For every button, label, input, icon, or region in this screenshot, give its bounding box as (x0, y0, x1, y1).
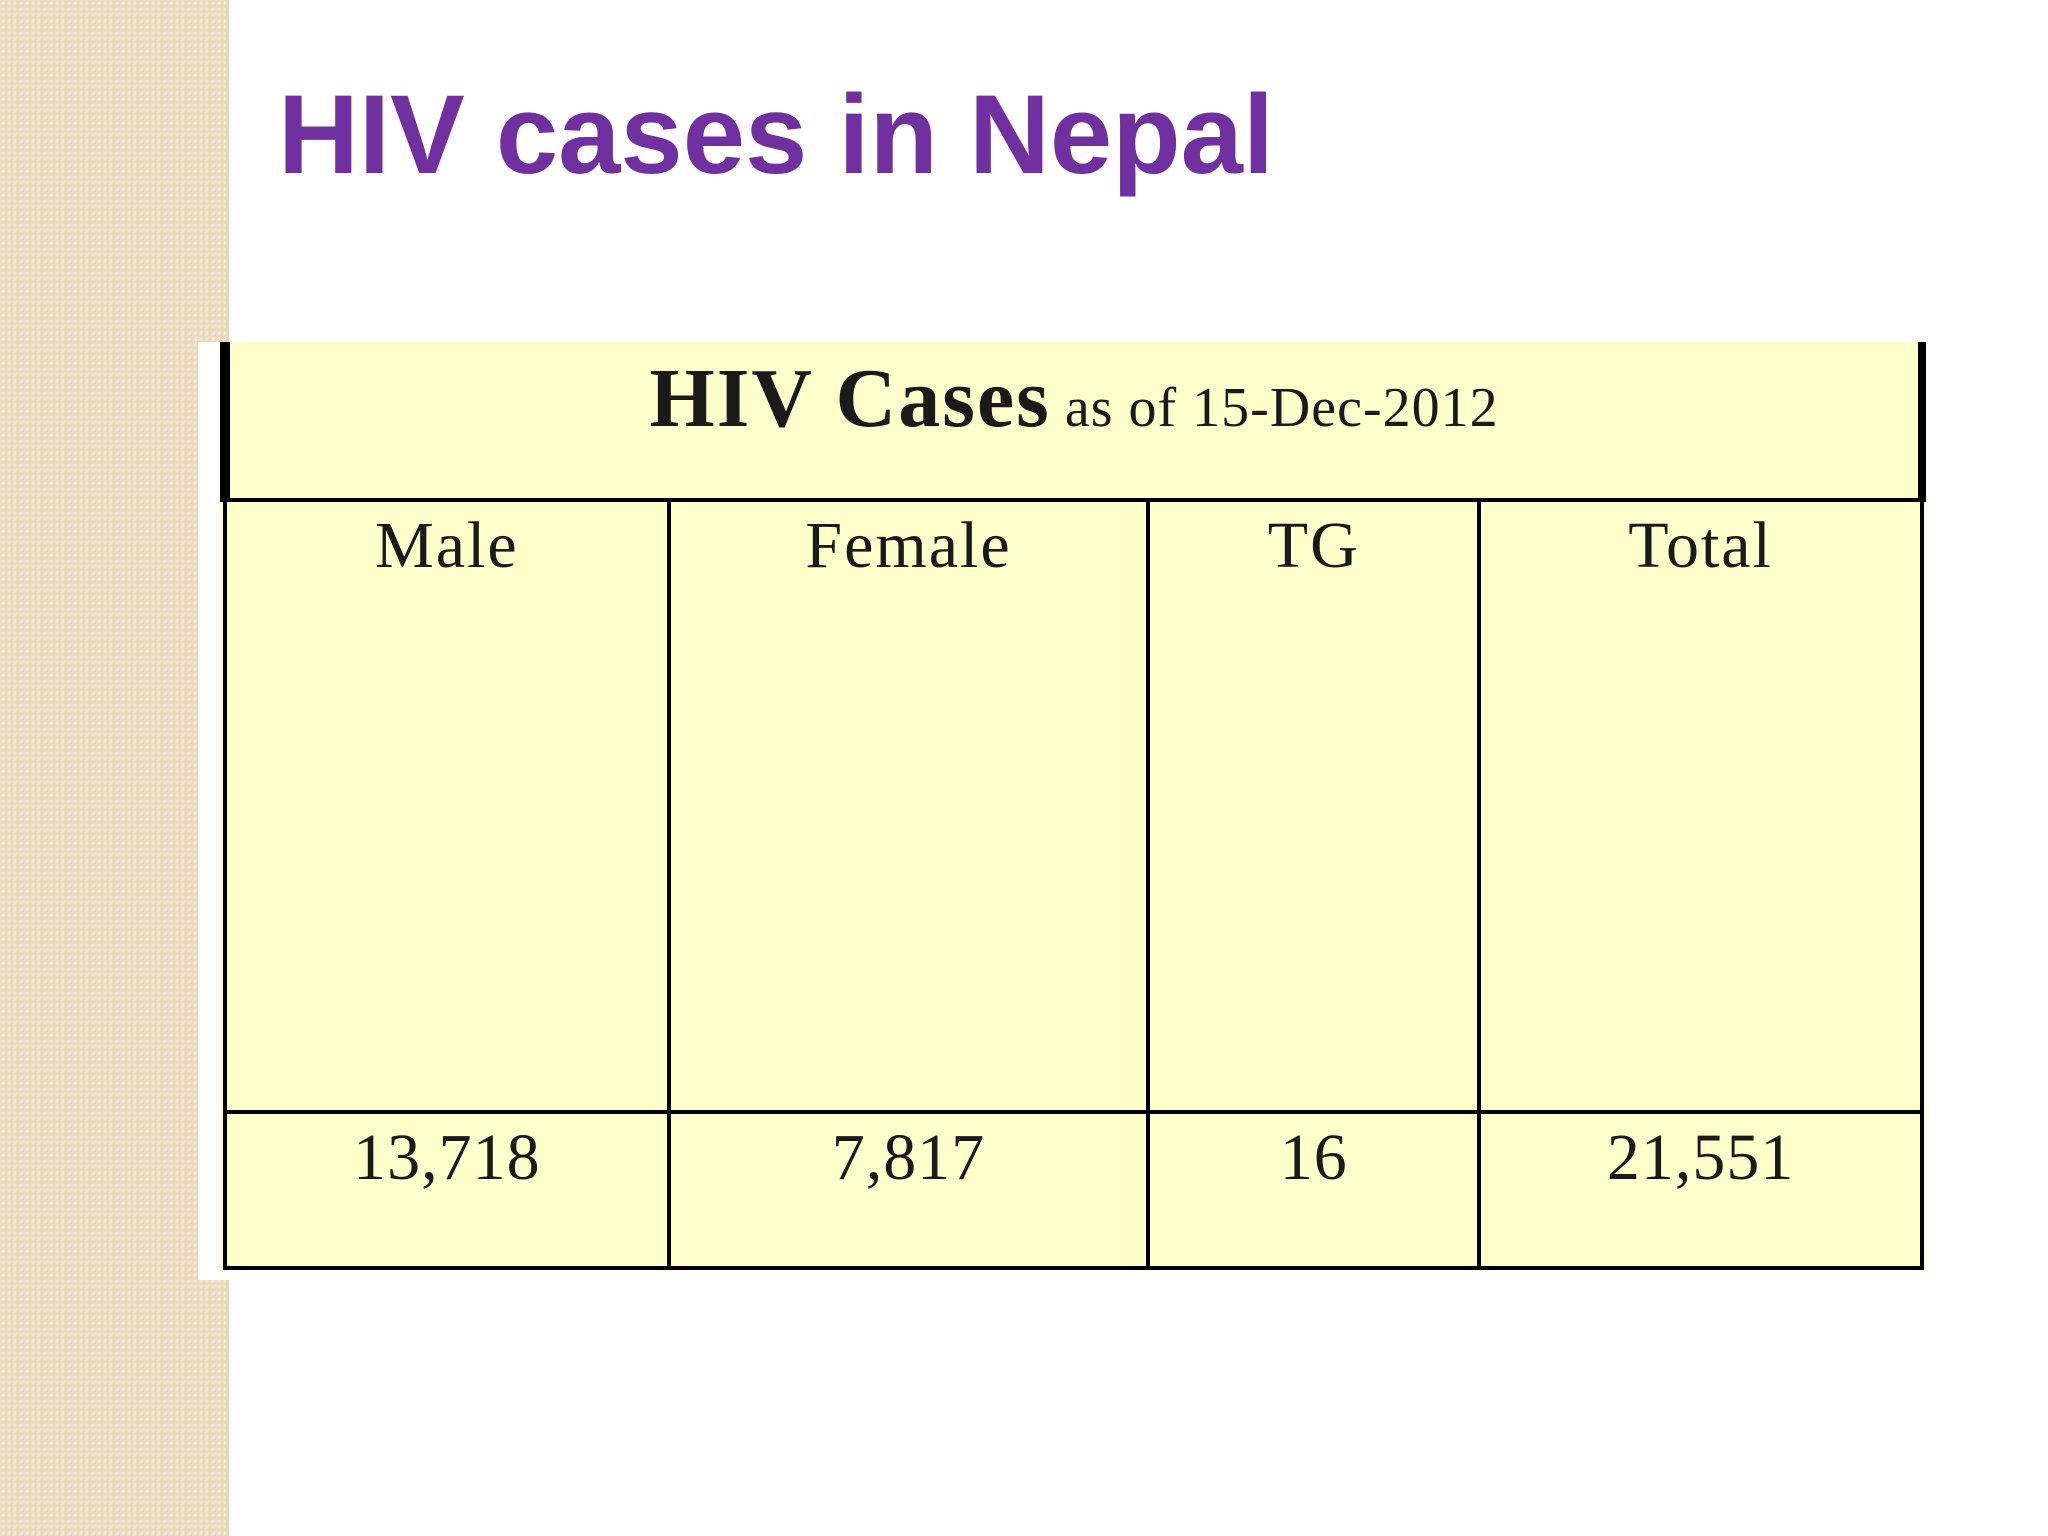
column-header-tg: TG (1146, 498, 1482, 1114)
value-male: 13,718 (223, 1110, 671, 1270)
value-tg: 16 (1146, 1110, 1482, 1270)
column-header-total: Total (1477, 498, 1924, 1114)
value-total: 21,551 (1477, 1110, 1924, 1270)
hiv-table-image: HIV Cases as of 15-Dec-2012 Male Female T… (198, 342, 1928, 1280)
table-title: HIV Cases (649, 352, 1051, 445)
value-female: 7,817 (666, 1110, 1151, 1270)
hiv-cases-table: HIV Cases as of 15-Dec-2012 Male Female T… (220, 342, 1926, 1270)
slide-title: HIV cases in Nepal (278, 72, 1275, 197)
table-title-date: as of 15-Dec-2012 (1064, 377, 1499, 439)
table-title-cell: HIV Cases as of 15-Dec-2012 (220, 342, 1926, 502)
table-header-row: Male Female TG Total (223, 498, 1924, 1114)
table-title-row: HIV Cases as of 15-Dec-2012 (220, 342, 1926, 502)
decorative-side-band (0, 0, 229, 1536)
table-row: 13,718 7,817 16 21,551 (223, 1110, 1924, 1270)
column-header-male: Male (223, 498, 671, 1114)
column-header-female: Female (666, 498, 1151, 1114)
